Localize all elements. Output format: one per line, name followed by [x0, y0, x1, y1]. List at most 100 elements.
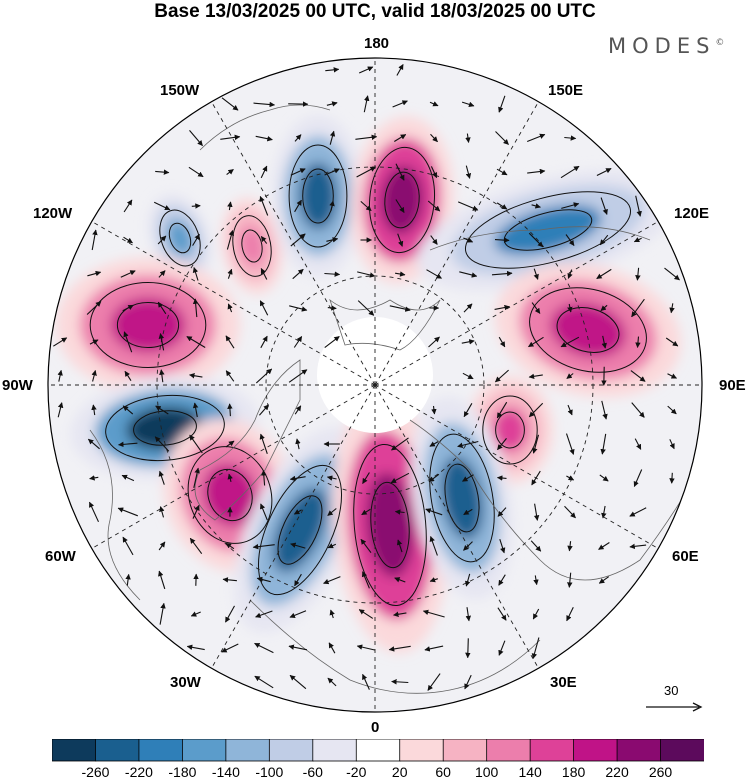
wind-arrow [457, 201, 479, 211]
wind-arrow [491, 270, 513, 277]
wind-arrow [295, 438, 301, 450]
wind-arrow [91, 369, 97, 382]
lon-label-30e: 30E [550, 674, 577, 691]
colorbar-tick-label: -60 [302, 764, 323, 780]
meridians [48, 58, 702, 712]
contour-neg-25e [429, 433, 495, 563]
contour-pos-100e [556, 307, 620, 353]
wind-arrow [225, 440, 235, 448]
wind-arrow [227, 303, 233, 313]
colorbar-swatch [138, 739, 184, 762]
wind-arrow [462, 474, 474, 482]
wind-arrow [635, 267, 641, 281]
wind-arrow [290, 168, 306, 176]
colorbar-swatch [268, 739, 314, 762]
coastlines [89, 104, 701, 694]
wind-arrow [498, 336, 506, 348]
wind-arrow [190, 611, 201, 617]
colorbar-tick-label: 100 [474, 764, 499, 780]
wind-arrow [599, 474, 609, 482]
anomaly-pos-50w [202, 463, 258, 527]
contour-pos-100w [89, 282, 207, 368]
wind-arrow [596, 168, 612, 176]
colorbar-swatch [442, 739, 488, 762]
wind-arrow [461, 339, 475, 345]
lon-label-180: 180 [364, 35, 390, 52]
wind-arrow [667, 373, 677, 379]
wind-arrow [123, 199, 133, 213]
colorbar-tick-label: 60 [435, 764, 451, 780]
wind-arrow [497, 507, 507, 517]
wind-arrow [494, 237, 510, 243]
contour-neg-130e [464, 191, 632, 269]
wind-arrow [669, 439, 675, 450]
wind-arrow [122, 536, 134, 556]
wind-arrow [567, 541, 573, 552]
wind-arrow [87, 438, 100, 450]
wind-arrow [394, 509, 405, 515]
wind-arrow [89, 339, 99, 345]
wind-arrow [122, 304, 134, 312]
wind-arrow [260, 335, 268, 349]
wind-arrow [430, 235, 438, 245]
anomaly-pos-150w-b [239, 226, 265, 266]
colorbar-tick-label: -140 [211, 764, 240, 780]
wind-arrow [565, 433, 575, 455]
wind-arrow [465, 133, 471, 143]
wind-arrow [494, 369, 509, 383]
meridian-line [91, 221, 376, 386]
wind-arrow [191, 203, 201, 209]
contour-pos-80e [482, 395, 538, 465]
wind-arrow [260, 235, 268, 244]
wind-arrow [498, 574, 506, 586]
wind-arrow [155, 169, 170, 175]
wind-arrow [667, 405, 677, 415]
wind-arrow [600, 197, 608, 215]
wind-arrow [566, 607, 574, 622]
wind-arrow [390, 472, 410, 484]
wind-arrow [356, 166, 376, 178]
wind-arrow [57, 402, 64, 418]
wind-arrow [260, 268, 268, 280]
wind-arrow [189, 537, 203, 555]
wind-arrow [86, 301, 102, 315]
anomaly-neg-170w [299, 163, 337, 229]
wind-arrow [288, 644, 308, 651]
wind-arrow [326, 475, 337, 481]
wind-arrow [89, 501, 99, 523]
wind-arrow [258, 404, 270, 416]
wind-arrow [189, 130, 203, 147]
lon-label-30w: 30W [170, 674, 201, 691]
wind-arrow [528, 402, 544, 418]
wind-arrow [599, 234, 609, 246]
wind-arrow [123, 331, 133, 353]
wind-arrow [526, 133, 546, 143]
anomaly-neg-130e [494, 205, 602, 255]
wind-arrow [431, 405, 437, 415]
wind-arrow [464, 573, 471, 587]
wind-arrow [221, 643, 239, 653]
contour-pos-80e [495, 411, 525, 449]
colorbar-swatch [486, 739, 532, 762]
contour-pos-100w [116, 302, 180, 348]
wind-arrow [496, 168, 508, 176]
wind-arrow [389, 305, 411, 312]
wind-arrow [528, 232, 544, 248]
wind-arrow [425, 508, 443, 516]
meridian-line [374, 384, 539, 669]
wind-arrow [255, 368, 273, 384]
colorbar-swatch [312, 739, 358, 762]
wind-arrow [631, 402, 645, 418]
reference-vector-label: 30 [664, 683, 679, 698]
wind-arrow [362, 673, 370, 690]
wind-arrow [531, 470, 541, 486]
wind-arrow [394, 577, 406, 583]
wind-arrow [192, 298, 199, 318]
wind-arrow [531, 637, 540, 660]
wind-arrow [327, 305, 337, 311]
wind-arrow [665, 337, 679, 347]
contour-neg-150w-a [168, 222, 192, 254]
colorbar-tick-label: 20 [391, 764, 408, 780]
brand-name: MODES [608, 34, 716, 58]
